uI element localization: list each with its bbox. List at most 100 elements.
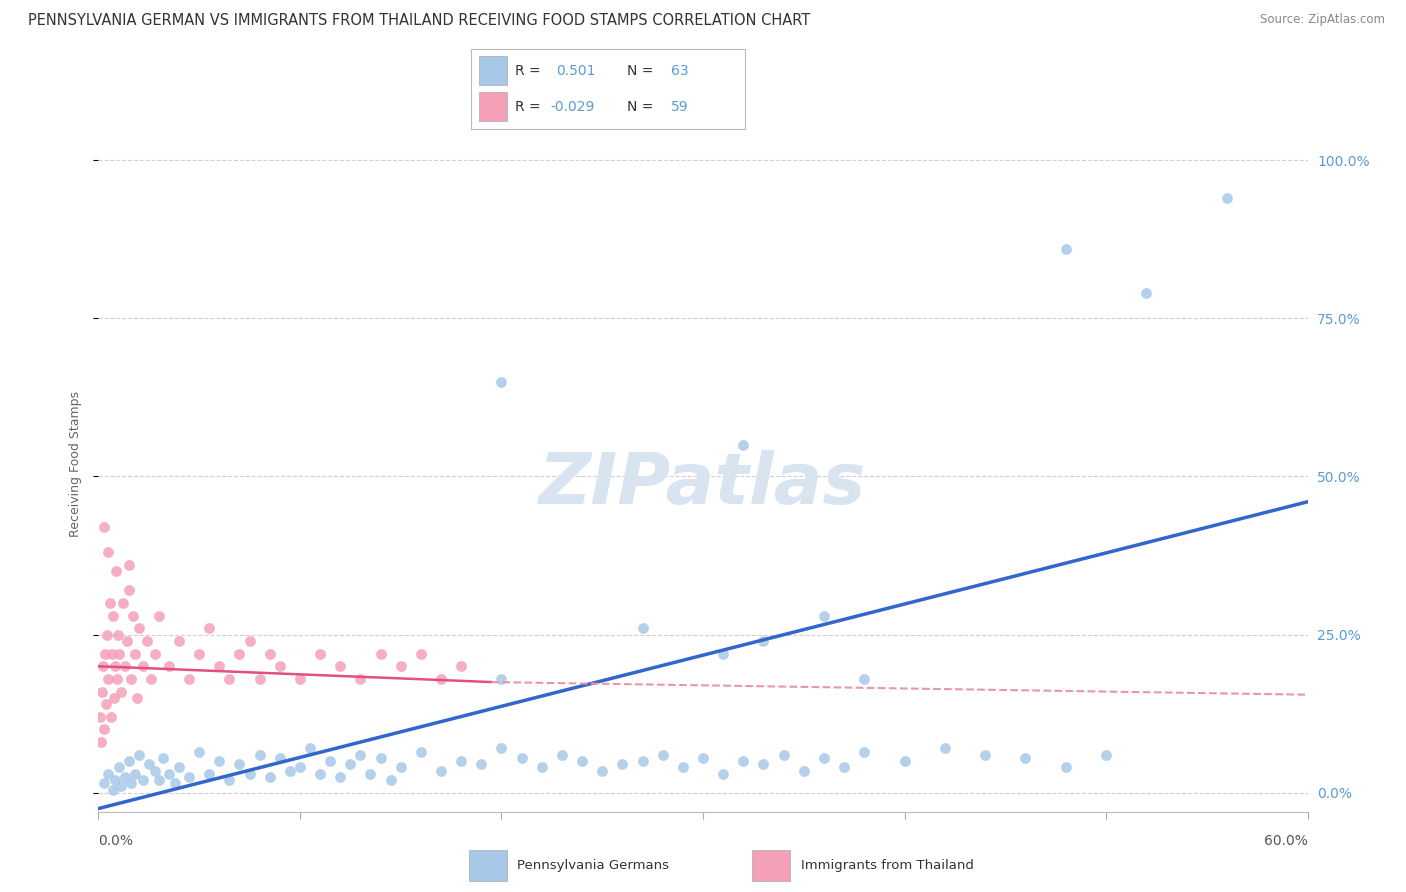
Point xyxy=(114,659,136,673)
Point xyxy=(107,647,129,661)
Point xyxy=(228,647,250,661)
Point xyxy=(228,757,250,772)
Text: R =: R = xyxy=(515,63,540,78)
Point xyxy=(120,672,142,686)
Point xyxy=(692,751,714,765)
Point xyxy=(510,751,533,765)
Point xyxy=(430,764,453,778)
Point xyxy=(103,690,125,705)
Point xyxy=(138,757,160,772)
Point xyxy=(380,773,402,788)
Point xyxy=(128,747,150,762)
Point xyxy=(934,741,956,756)
Point xyxy=(329,770,352,784)
Point xyxy=(752,757,775,772)
Point xyxy=(132,773,155,788)
Point xyxy=(631,621,654,635)
Point xyxy=(974,747,997,762)
Point xyxy=(198,766,221,780)
Point xyxy=(349,672,371,686)
Point xyxy=(672,760,695,774)
Point xyxy=(1135,286,1157,301)
Point xyxy=(114,770,136,784)
Point xyxy=(97,672,120,686)
Point xyxy=(259,770,281,784)
Point xyxy=(530,760,553,774)
Point xyxy=(309,766,332,780)
Point xyxy=(813,608,835,623)
Point xyxy=(409,745,432,759)
Point xyxy=(711,647,734,661)
Point xyxy=(111,596,134,610)
Y-axis label: Receiving Food Stamps: Receiving Food Stamps xyxy=(69,391,82,537)
Point xyxy=(120,776,142,790)
Point xyxy=(631,754,654,768)
Point xyxy=(97,766,120,780)
Text: N =: N = xyxy=(627,63,654,78)
Point xyxy=(104,565,127,579)
Point xyxy=(157,659,180,673)
Text: R =: R = xyxy=(515,100,540,114)
Point xyxy=(89,710,111,724)
Point xyxy=(107,760,129,774)
Point xyxy=(152,751,174,765)
Text: 0.501: 0.501 xyxy=(555,63,596,78)
Point xyxy=(128,621,150,635)
Point xyxy=(103,773,125,788)
Point xyxy=(188,745,211,759)
Point xyxy=(793,764,815,778)
Text: Source: ZipAtlas.com: Source: ZipAtlas.com xyxy=(1260,13,1385,27)
Point xyxy=(118,583,141,598)
Point xyxy=(148,773,170,788)
Point xyxy=(329,659,352,673)
Point xyxy=(98,596,121,610)
Point xyxy=(591,764,613,778)
Point xyxy=(491,672,513,686)
Point xyxy=(551,747,574,762)
Point xyxy=(772,747,794,762)
Point xyxy=(218,672,240,686)
Point xyxy=(1216,191,1239,205)
Point xyxy=(269,751,291,765)
Point xyxy=(208,754,231,768)
Point xyxy=(733,438,755,452)
Point xyxy=(269,659,291,673)
Point xyxy=(179,672,201,686)
Point xyxy=(711,766,734,780)
Point xyxy=(733,754,755,768)
Point xyxy=(118,558,141,572)
Point xyxy=(249,747,271,762)
Point xyxy=(239,634,262,648)
FancyBboxPatch shape xyxy=(479,56,506,86)
Point xyxy=(339,757,361,772)
Point xyxy=(299,741,322,756)
Point xyxy=(389,760,412,774)
Point xyxy=(118,754,141,768)
Point xyxy=(288,760,311,774)
Point xyxy=(100,647,122,661)
Point xyxy=(124,766,146,780)
Point xyxy=(93,776,115,790)
Point xyxy=(218,773,240,788)
Point xyxy=(110,684,132,698)
Point xyxy=(309,647,332,661)
Text: 59: 59 xyxy=(671,100,689,114)
Text: Immigrants from Thailand: Immigrants from Thailand xyxy=(800,859,973,871)
Point xyxy=(101,782,124,797)
Point xyxy=(132,659,155,673)
Point xyxy=(893,754,915,768)
Point xyxy=(90,735,112,749)
Point xyxy=(167,760,190,774)
Point xyxy=(1014,751,1036,765)
FancyBboxPatch shape xyxy=(470,849,506,881)
Point xyxy=(370,647,392,661)
Point xyxy=(1095,747,1118,762)
Point xyxy=(148,608,170,623)
Point xyxy=(179,770,201,784)
Point xyxy=(125,690,148,705)
Point xyxy=(100,710,122,724)
Text: N =: N = xyxy=(627,100,654,114)
Point xyxy=(163,776,186,790)
Point xyxy=(157,766,180,780)
Point xyxy=(93,659,115,673)
